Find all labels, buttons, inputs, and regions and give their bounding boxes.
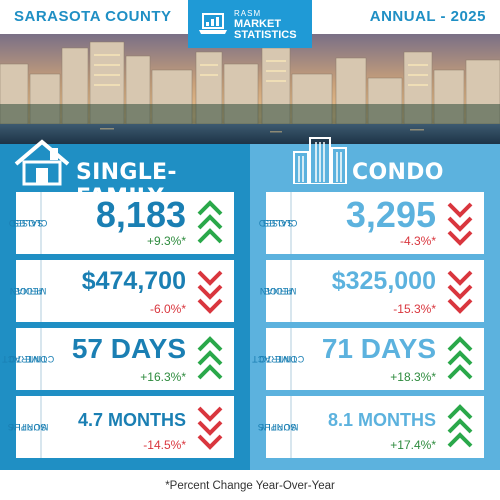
metric-value: $325,000: [331, 267, 436, 295]
county-title: SARASOTA COUNTY: [14, 8, 172, 25]
period-title: ANNUAL - 2025: [369, 8, 486, 25]
metric-change: -14.5%*: [143, 438, 186, 452]
trend-down-icon: [197, 406, 223, 450]
condo-time-to-contract-card: TIME TO CONTRACT 71 DAYS +18.3%*: [252, 328, 484, 390]
condo-closed-sales-card: CLOSED SALES 3,295 -4.3%*: [259, 192, 484, 254]
metric-change: +17.4%*: [390, 438, 436, 452]
condo-title: CONDO: [352, 160, 444, 185]
metric-label-line2: CONTRACT: [251, 354, 305, 364]
building-icon: [293, 137, 347, 184]
metric-value: 57 DAYS: [71, 333, 186, 364]
metric-change: -4.3%*: [399, 234, 436, 248]
metric-label-line2: PRICE: [263, 286, 293, 296]
skyline-photo: [0, 34, 500, 144]
trend-down-icon: [447, 202, 473, 246]
metric-label-line2: SUPPLY: [9, 422, 47, 432]
sf-months-supply-card: MONTHS SUPPLY 4.7 MONTHS -14.5%*: [8, 396, 234, 458]
condo-panel: CONDO CLOSED SALES 3,295 -4.3%* MEDIAN PRI…: [250, 137, 500, 470]
metric-change: -6.0%*: [149, 302, 186, 316]
metric-value: $474,700: [81, 267, 186, 295]
condo-months-supply-card: MONTHS SUPPLY 8.1 MONTHS +17.4%*: [258, 396, 484, 458]
trend-down-icon: [447, 270, 473, 314]
condo-median-price-card: MEDIAN PRICE $325,000 -15.3%*: [260, 260, 484, 322]
metric-label-line2: SALES: [262, 218, 294, 228]
trend-up-icon: [447, 336, 473, 380]
metric-label-line2: SUPPLY: [259, 422, 297, 432]
metric-value: 4.7 MONTHS: [77, 410, 186, 430]
sf-median-price-card: MEDIAN PRICE $474,700 -6.0%*: [10, 260, 234, 322]
sf-closed-sales-card: CLOSED SALES 8,183 +9.3%*: [9, 192, 234, 254]
metric-change: -15.3%*: [393, 302, 436, 316]
metric-value: 3,295: [345, 194, 436, 235]
house-icon: [14, 139, 70, 186]
trend-up-icon: [447, 404, 473, 448]
laptop-chart-icon: [199, 13, 227, 34]
condo-header: CONDO: [250, 137, 500, 185]
logo-line1: RASM: [234, 8, 262, 18]
trend-down-icon: [197, 270, 223, 314]
rasm-logo: RASM MARKET STATISTICS: [188, 0, 312, 48]
metric-value: 8,183: [95, 194, 186, 235]
metric-label-line2: PRICE: [13, 286, 43, 296]
single-family-header: SINGLE-FAMILY: [0, 139, 250, 210]
sf-time-to-contract-card: TIME TO CONTRACT 57 DAYS +16.3%*: [2, 328, 234, 390]
trend-up-icon: [197, 336, 223, 380]
footnote: *Percent Change Year-Over-Year: [165, 480, 335, 492]
trend-up-icon: [197, 200, 223, 244]
metric-change: +9.3%*: [146, 234, 186, 248]
logo-line2: MARKET: [234, 17, 282, 30]
logo-line3: STATISTICS: [234, 28, 297, 41]
metric-label-line2: SALES: [12, 218, 44, 228]
metric-change: +16.3%*: [140, 370, 186, 384]
metric-value: 8.1 MONTHS: [327, 410, 436, 430]
metric-label-line2: CONTRACT: [1, 354, 55, 364]
metric-change: +18.3%*: [390, 370, 436, 384]
metric-value: 71 DAYS: [321, 333, 436, 364]
